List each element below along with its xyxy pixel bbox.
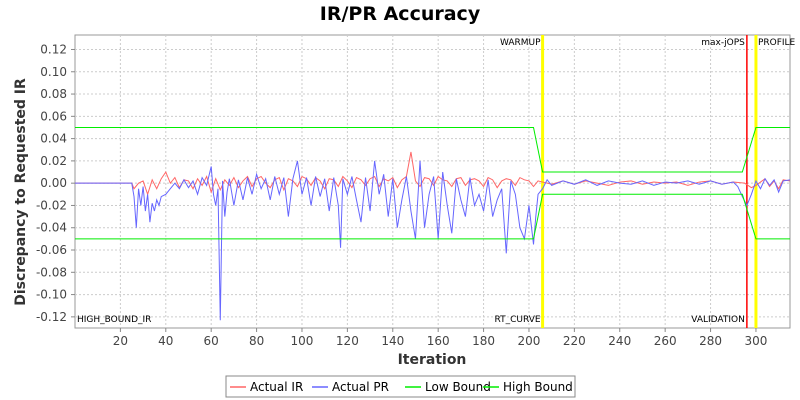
y-tick-label: -0.10: [36, 288, 67, 302]
legend-label: Actual PR: [332, 380, 389, 394]
x-tick-label: 300: [744, 334, 767, 348]
y-tick-label: -0.06: [36, 243, 67, 257]
y-tick-label: -0.02: [36, 198, 67, 212]
x-tick-label: 220: [563, 334, 586, 348]
y-tick-label: 0.04: [40, 132, 67, 146]
y-axis: 0.12 0.10 0.08 0.06 0.04 0.02 0.00 -0.02 -0.04 -0…: [36, 42, 75, 324]
y-tick-label: 0.02: [40, 154, 67, 168]
y-tick-label: -0.12: [36, 310, 67, 324]
x-tick-label: 160: [427, 334, 450, 348]
x-tick-label: 80: [249, 334, 264, 348]
legend-label: Actual IR: [250, 380, 303, 394]
x-tick-label: 200: [518, 334, 541, 348]
y-tick-label: 0.10: [40, 65, 67, 79]
phase-markers: WARMUP RT_CURVE max-jOPS VALIDATION PROFILE H…: [77, 35, 796, 328]
x-tick-label: 120: [336, 334, 359, 348]
x-tick-label: 140: [381, 334, 404, 348]
legend-label: High Bound: [503, 380, 573, 394]
x-tick-label: 280: [699, 334, 722, 348]
x-tick-label: 100: [291, 334, 314, 348]
marker-label: HIGH_BOUND_IR: [77, 315, 151, 325]
chart-title: IR/PR Accuracy: [320, 3, 481, 25]
legend-label: Low Bound: [425, 380, 491, 394]
x-tick-label: 240: [608, 334, 631, 348]
x-tick-label: 180: [472, 334, 495, 348]
legend-box: [225, 375, 576, 398]
y-tick-label: -0.04: [36, 221, 67, 235]
x-axis-label: Iteration: [398, 352, 467, 368]
y-tick-label: 0.12: [40, 42, 67, 56]
series-group: [75, 126, 791, 321]
marker-label: RT_CURVE: [495, 315, 541, 325]
x-tick-label: 260: [654, 334, 677, 348]
x-tick-label: 60: [204, 334, 219, 348]
y-tick-label: 0.08: [40, 87, 67, 101]
x-tick-label: 20: [113, 334, 128, 348]
y-tick-label: 0.00: [40, 176, 67, 190]
marker-label: WARMUP: [500, 38, 541, 48]
series-line: [75, 126, 790, 173]
x-axis: 20 40 60 80 100 120 140 160 180 200 220 240 260 280 30…: [113, 328, 767, 348]
series-line: [75, 160, 791, 321]
marker-label: max-jOPS: [701, 38, 745, 48]
x-tick-label: 40: [158, 334, 173, 348]
y-tick-label: -0.08: [36, 265, 67, 279]
series-line: [75, 151, 791, 196]
series-line: [75, 193, 790, 240]
marker-label: PROFILE: [758, 38, 796, 48]
y-tick-label: 0.06: [40, 109, 67, 123]
legend: Actual IR Actual PR Low Bound High Bound: [225, 375, 576, 398]
marker-label: VALIDATION: [691, 315, 745, 325]
y-axis-label: Discrepancy to Requested IR: [13, 78, 29, 306]
